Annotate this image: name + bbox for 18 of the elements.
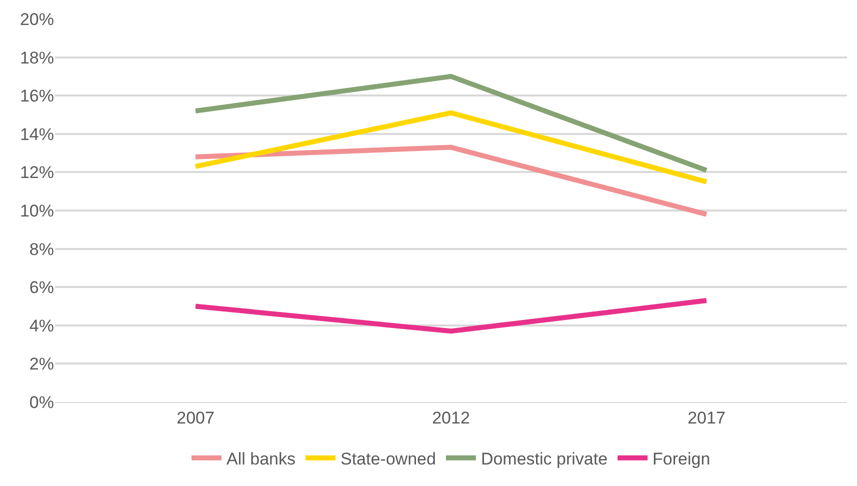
y-tick-label: 4% xyxy=(29,316,54,336)
legend-label: State-owned xyxy=(340,449,436,468)
y-tick-label: 16% xyxy=(20,86,54,106)
legend-label: Domestic private xyxy=(480,449,608,468)
y-tick-label: 2% xyxy=(29,354,54,374)
y-tick-label: 14% xyxy=(20,124,54,144)
y-tick-label: 6% xyxy=(29,278,54,298)
y-tick-label: 8% xyxy=(29,240,54,259)
y-tick-label: 12% xyxy=(20,163,54,182)
y-tick-label: 10% xyxy=(20,201,54,220)
x-tick-label: 2012 xyxy=(432,408,470,428)
x-tick-label: 2017 xyxy=(688,408,726,428)
y-tick-label: 20% xyxy=(20,10,54,29)
legend-label: Foreign xyxy=(652,449,710,468)
y-tick-label: 18% xyxy=(20,48,54,68)
x-tick-label: 2007 xyxy=(176,408,214,428)
legend-label: All banks xyxy=(226,449,296,468)
y-tick-label: 0% xyxy=(29,392,54,412)
